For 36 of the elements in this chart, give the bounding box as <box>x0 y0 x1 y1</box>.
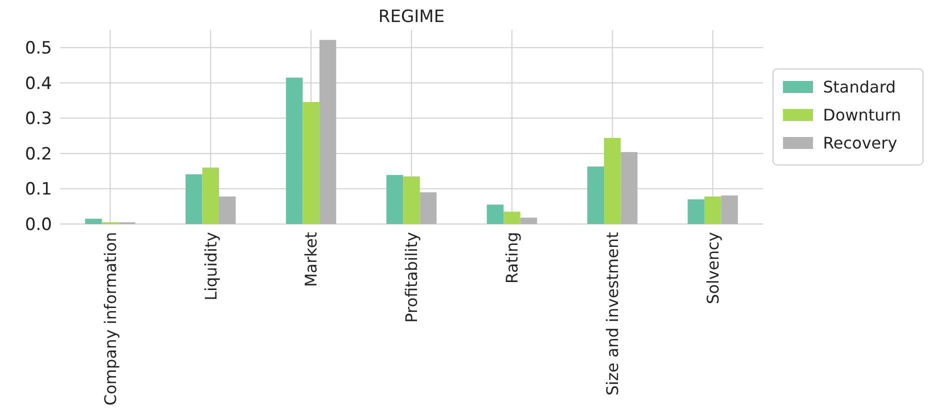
bar <box>286 78 303 224</box>
x-tick-label: Rating <box>502 232 522 284</box>
chart-title: REGIME <box>378 7 445 27</box>
y-tick-label: 0.2 <box>24 144 52 164</box>
bar <box>420 192 437 224</box>
bar <box>604 138 621 224</box>
x-tick-label: Size and investment <box>602 232 622 396</box>
bar <box>319 40 336 224</box>
y-tick-label: 0.3 <box>24 109 52 130</box>
legend-label: Standard <box>823 78 896 97</box>
bar <box>219 196 236 224</box>
x-tick-label: Profitability <box>402 232 422 323</box>
bar <box>386 174 404 224</box>
bar <box>202 168 220 224</box>
bar <box>504 212 520 224</box>
y-tick-label: 0.4 <box>24 74 52 94</box>
legend-label: Recovery <box>823 134 898 153</box>
x-tick-label: Market <box>302 232 321 287</box>
y-tick-label: 0.0 <box>24 214 52 235</box>
x-tick-label: Solvency <box>703 232 722 304</box>
bar <box>704 196 722 224</box>
bar <box>587 166 604 224</box>
x-tick-label: Company information <box>100 232 120 406</box>
bar <box>302 102 320 224</box>
bar <box>403 176 420 224</box>
y-tick-label: 0.1 <box>24 180 52 200</box>
bar <box>186 174 202 224</box>
bar <box>620 152 638 224</box>
bar <box>486 204 504 224</box>
bar <box>721 195 738 224</box>
x-tick-label: Liquidity <box>201 232 220 300</box>
legend-label: Downturn <box>823 106 902 125</box>
bar <box>688 199 704 224</box>
bar <box>85 218 102 224</box>
y-tick-label: 0.5 <box>24 38 52 59</box>
bar <box>520 218 538 224</box>
